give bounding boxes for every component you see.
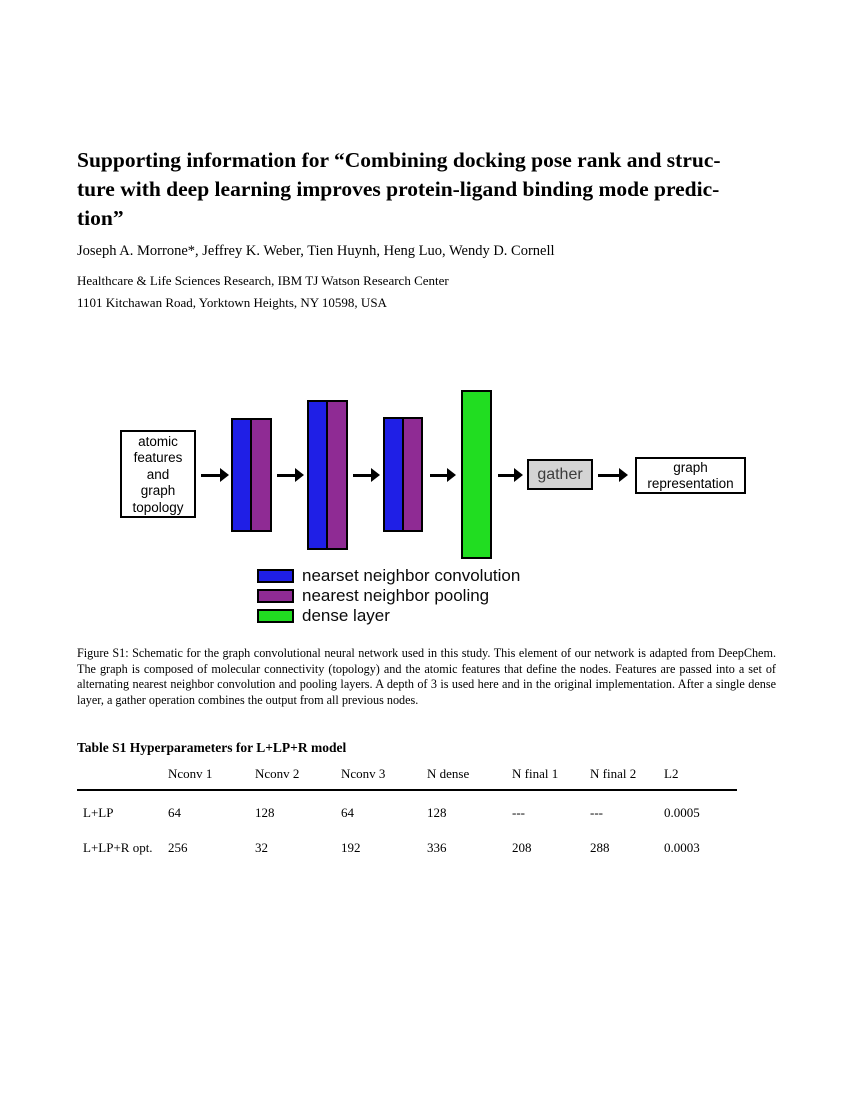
table-row: L+LP+R opt. 256 32 192 336 208 288 0.000… bbox=[77, 821, 737, 856]
table-cell: 288 bbox=[590, 840, 610, 855]
input-box-line: features bbox=[133, 450, 183, 466]
pooling-layer-bar-1 bbox=[250, 418, 272, 532]
arrow-right-icon bbox=[598, 468, 628, 482]
convolution-layer-bar-1 bbox=[231, 418, 252, 532]
header-cell: Nconv 2 bbox=[255, 766, 300, 781]
input-box-line: and bbox=[146, 466, 170, 482]
output-box-line: representation bbox=[647, 476, 734, 491]
authors-line: Joseph A. Morrone*, Jeffrey K. Weber, Ti… bbox=[77, 243, 555, 259]
affiliation-line-1: Healthcare & Life Sciences Research, IBM… bbox=[77, 273, 449, 288]
convolution-layer-bar-3 bbox=[383, 417, 404, 532]
figure-caption: Figure S1: Schematic for the graph convo… bbox=[77, 646, 776, 707]
pooling-layer-bar-3 bbox=[402, 417, 423, 532]
arrow-right-icon bbox=[201, 468, 229, 482]
gather-box: gather bbox=[527, 459, 593, 490]
page-title: Supporting information for “Combining do… bbox=[77, 146, 787, 233]
title-line-1: Supporting information for “Combining do… bbox=[77, 148, 721, 172]
header-cell-empty bbox=[77, 766, 168, 782]
table-cell: 208 bbox=[512, 840, 532, 855]
title-line-2: ture with deep learning improves protein… bbox=[77, 177, 720, 201]
header-cell: N dense bbox=[427, 766, 470, 781]
row-label: L+LP+R opt. bbox=[83, 840, 153, 855]
arrow-right-icon bbox=[498, 468, 523, 482]
input-features-box: atomic features and graph topology bbox=[120, 430, 196, 518]
table-cell: 336 bbox=[427, 840, 447, 855]
affiliation-line-2: 1101 Kitchawan Road, Yorktown Heights, N… bbox=[77, 295, 387, 310]
table-cell: 192 bbox=[341, 840, 361, 855]
graph-representation-box: graph representation bbox=[635, 457, 746, 494]
input-box-line: graph bbox=[140, 483, 176, 499]
legend-label: dense layer bbox=[302, 606, 390, 625]
header-cell: L2 bbox=[664, 766, 679, 781]
legend-item-convolution: nearset neighbor convolution bbox=[257, 566, 520, 586]
table-cell: 256 bbox=[168, 840, 188, 855]
table-cell: 64 bbox=[341, 805, 354, 820]
table-cell: 128 bbox=[427, 805, 447, 820]
header-cell: N final 1 bbox=[512, 766, 559, 781]
convolution-layer-bar-2 bbox=[307, 400, 328, 550]
header-cell: Nconv 1 bbox=[168, 766, 213, 781]
arrow-right-icon bbox=[430, 468, 456, 482]
table-row: L+LP 64 128 64 128 --- --- 0.0005 bbox=[77, 791, 737, 821]
table-cell: --- bbox=[590, 805, 603, 820]
pooling-layer-bar-2 bbox=[326, 400, 348, 550]
table-cell: --- bbox=[512, 805, 525, 820]
table-header-row: Nconv 1 Nconv 2 Nconv 3 N dense N final … bbox=[77, 766, 737, 791]
arrow-right-icon bbox=[277, 468, 304, 482]
legend-label: nearest neighbor pooling bbox=[302, 586, 490, 605]
row-label: L+LP bbox=[83, 805, 114, 820]
table-cell: 128 bbox=[255, 805, 275, 820]
blue-swatch-icon bbox=[257, 569, 294, 583]
green-swatch-icon bbox=[257, 609, 294, 623]
table-cell: 0.0003 bbox=[664, 840, 700, 855]
title-line-3: tion” bbox=[77, 206, 124, 230]
legend-item-dense: dense layer bbox=[257, 606, 390, 626]
hyperparameters-table: Nconv 1 Nconv 2 Nconv 3 N dense N final … bbox=[77, 766, 737, 856]
purple-swatch-icon bbox=[257, 589, 294, 603]
table-cell: 0.0005 bbox=[664, 805, 700, 820]
input-box-line: atomic bbox=[138, 434, 178, 449]
table-title: Table S1 Hyperparameters for L+LP+R mode… bbox=[77, 740, 347, 755]
header-cell: Nconv 3 bbox=[341, 766, 386, 781]
dense-layer-bar bbox=[461, 390, 492, 559]
input-box-line: topology bbox=[132, 499, 184, 515]
legend-item-pooling: nearest neighbor pooling bbox=[257, 586, 489, 606]
legend-label: nearset neighbor convolution bbox=[302, 566, 521, 585]
table-cell: 32 bbox=[255, 840, 268, 855]
arrow-right-icon bbox=[353, 468, 380, 482]
table-cell: 64 bbox=[168, 805, 181, 820]
header-cell: N final 2 bbox=[590, 766, 637, 781]
output-box-line: graph bbox=[673, 460, 708, 475]
